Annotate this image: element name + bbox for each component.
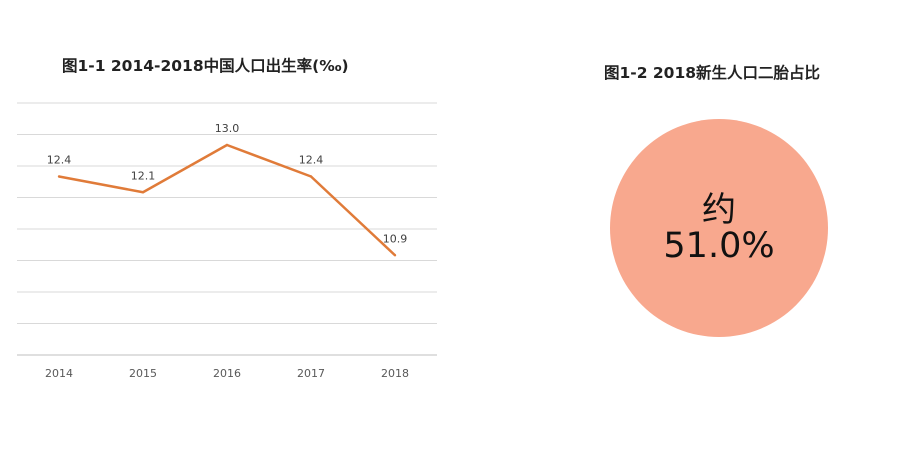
data-point (57, 175, 61, 178)
line-chart-title: 图1-1 2014-2018中国人口出生率(‰) (62, 57, 349, 75)
x-axis-ticks: 2014 2015 2016 2017 2018 (45, 367, 409, 380)
x-tick-label: 2017 (297, 367, 325, 380)
x-tick-label: 2014 (45, 367, 73, 380)
series-line (58, 143, 396, 257)
x-tick-label: 2015 (129, 367, 157, 380)
x-tick-label: 2016 (213, 367, 241, 380)
data-label: 10.9 (383, 232, 408, 245)
data-label: 12.1 (131, 169, 156, 182)
pie-label-prefix: 约 (702, 190, 736, 230)
gridlines (17, 102, 437, 356)
data-labels: 12.4 12.1 13.0 12.4 10.9 (47, 122, 408, 245)
x-tick-label: 2018 (381, 367, 409, 380)
data-label: 12.4 (47, 154, 72, 167)
pie-chart-title: 图1-2 2018新生人口二胎占比 (604, 64, 821, 82)
data-label: 13.0 (215, 122, 240, 135)
data-label: 12.4 (299, 154, 324, 167)
data-point (141, 191, 145, 194)
line-series (57, 143, 397, 257)
data-point (225, 143, 229, 147)
data-point (309, 175, 313, 178)
pie-label-value: 51.0% (663, 226, 775, 266)
pie-slice (610, 119, 828, 337)
data-point (393, 254, 397, 257)
